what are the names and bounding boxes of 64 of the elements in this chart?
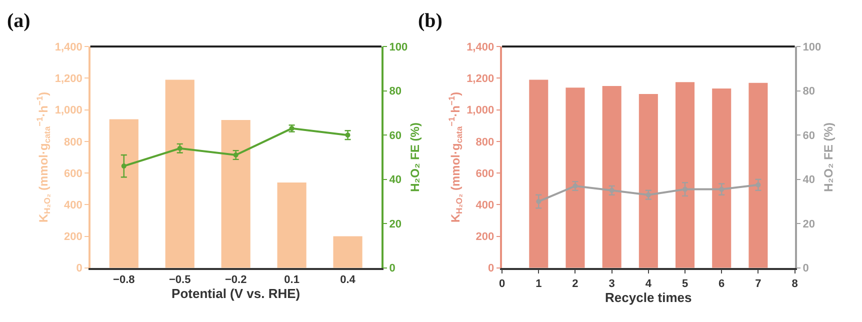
bar <box>638 94 658 268</box>
bar <box>333 236 362 268</box>
bar <box>529 80 548 268</box>
y2-tick-label: 40 <box>802 174 815 186</box>
y-tick-label: 400 <box>476 199 494 212</box>
y-tick-label: 200 <box>64 231 82 244</box>
y-tick-label: 400 <box>64 199 82 212</box>
y-tick-label: 1,000 <box>54 104 82 117</box>
bar <box>109 119 138 268</box>
bar <box>676 82 695 268</box>
x-tick-label: 5 <box>682 278 688 290</box>
y-tick-label: 800 <box>476 136 494 148</box>
chart-title: (b) <box>418 10 442 32</box>
y2-tick-label: 20 <box>389 218 402 230</box>
x-tick-label: −0.8 <box>113 274 135 286</box>
x-tick-label: 7 <box>755 278 762 290</box>
y-tick-label: 600 <box>476 168 494 180</box>
y-tick-label: 1,200 <box>54 73 82 86</box>
y2-tick-label: 40 <box>389 174 402 186</box>
y-tick-label: 0 <box>76 262 82 275</box>
bar <box>566 88 585 268</box>
y2-axis-title: H₂O₂ FE (%) <box>408 122 422 192</box>
y2-tick-label: 80 <box>389 86 402 98</box>
x-tick-label: 4 <box>645 278 652 290</box>
y-tick-label: 1,400 <box>54 41 82 54</box>
point <box>756 182 761 188</box>
x-axis-title: Recycle times <box>605 290 692 305</box>
x-tick-label: 1 <box>536 278 542 290</box>
y2-tick-label: 0 <box>389 262 396 275</box>
y-tick-label: 0 <box>488 262 494 275</box>
y2-tick-label: 60 <box>389 130 402 142</box>
bar <box>748 82 768 268</box>
y2-tick-label: 80 <box>802 86 815 98</box>
y-tick-label: 1,200 <box>466 73 494 86</box>
y-tick-label: 200 <box>476 231 494 244</box>
point <box>536 198 542 204</box>
x-tick-label: 0.4 <box>340 274 356 286</box>
bar <box>712 88 732 268</box>
y-tick-label: 1,000 <box>466 104 494 117</box>
y2-tick-label: 20 <box>802 218 815 230</box>
x-tick-label: 3 <box>608 278 615 290</box>
point <box>719 186 724 192</box>
y2-tick-label: 60 <box>802 130 815 142</box>
x-tick-label: 0.1 <box>284 274 300 286</box>
y2-tick-label: 0 <box>802 262 809 275</box>
y-tick-label: 800 <box>64 136 82 148</box>
x-axis-title: Potential (V vs. RHE) <box>172 286 300 301</box>
x-tick-label: −0.2 <box>224 274 247 286</box>
bar <box>165 80 194 268</box>
y2-tick-label: 100 <box>802 41 822 54</box>
x-tick-label: 0 <box>498 278 506 290</box>
x-tick-label: −0.5 <box>169 274 191 286</box>
y2-axis-title: H₂O₂ FE (%) <box>822 122 836 192</box>
bar <box>221 120 250 268</box>
x-tick-label: 2 <box>572 278 578 290</box>
y2-tick-label: 100 <box>389 41 408 54</box>
point <box>682 186 688 192</box>
bar <box>277 182 306 268</box>
x-tick-label: 8 <box>792 278 798 290</box>
bar <box>602 86 622 268</box>
chart-title: (a) <box>7 10 30 32</box>
x-tick-label: 6 <box>718 278 725 290</box>
y-tick-label: 1,400 <box>466 41 494 54</box>
y-tick-label: 600 <box>64 168 82 180</box>
